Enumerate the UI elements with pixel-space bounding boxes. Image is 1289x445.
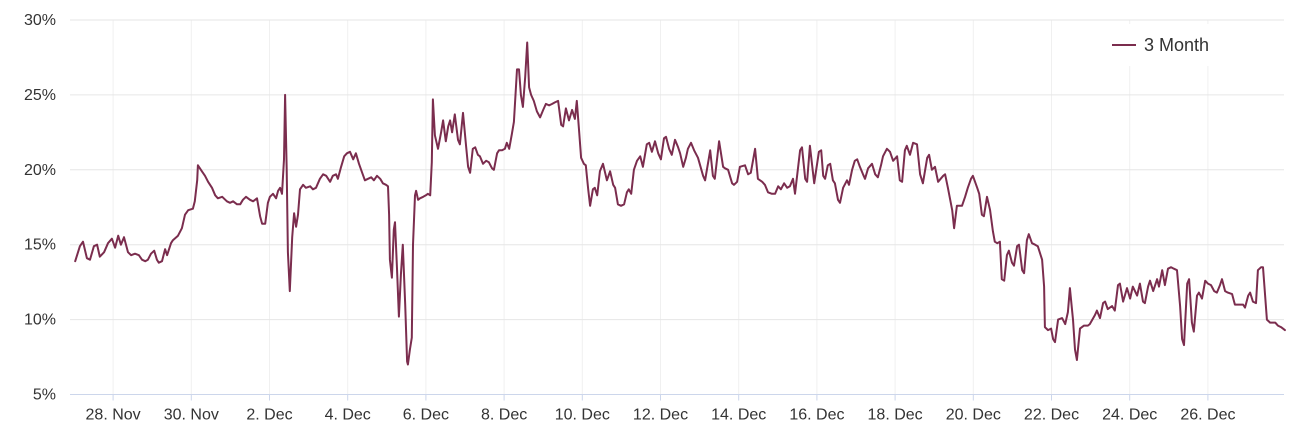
x-tick-label: 8. Dec <box>481 407 527 424</box>
x-tick-label: 28. Nov <box>86 407 141 424</box>
y-tick-label: 25% <box>24 87 56 104</box>
x-tick-label: 14. Dec <box>711 407 766 424</box>
x-tick-label: 10. Dec <box>555 407 610 424</box>
x-tick-label: 12. Dec <box>633 407 688 424</box>
x-tick-label: 4. Dec <box>325 407 371 424</box>
y-tick-label: 5% <box>33 387 56 404</box>
x-tick-label: 20. Dec <box>946 407 1001 424</box>
legend-label: 3 Month <box>1144 34 1210 55</box>
y-tick-label: 30% <box>24 12 56 29</box>
x-tick-label: 30. Nov <box>164 407 219 424</box>
series-line-3-month[interactable] <box>74 41 1286 366</box>
x-tick-label: 22. Dec <box>1024 407 1079 424</box>
x-tick-label: 26. Dec <box>1180 407 1235 424</box>
x-tick-label: 16. Dec <box>789 407 844 424</box>
x-tick-label: 24. Dec <box>1102 407 1157 424</box>
x-tick-label: 6. Dec <box>403 407 449 424</box>
y-tick-label: 15% <box>24 237 56 254</box>
x-tick-label: 18. Dec <box>868 407 923 424</box>
x-tick-label: 2. Dec <box>246 407 292 424</box>
legend-line-marker <box>1112 44 1136 46</box>
legend[interactable]: 3 Month <box>1098 24 1286 66</box>
y-tick-label: 10% <box>24 312 56 329</box>
y-tick-label: 20% <box>24 162 56 179</box>
